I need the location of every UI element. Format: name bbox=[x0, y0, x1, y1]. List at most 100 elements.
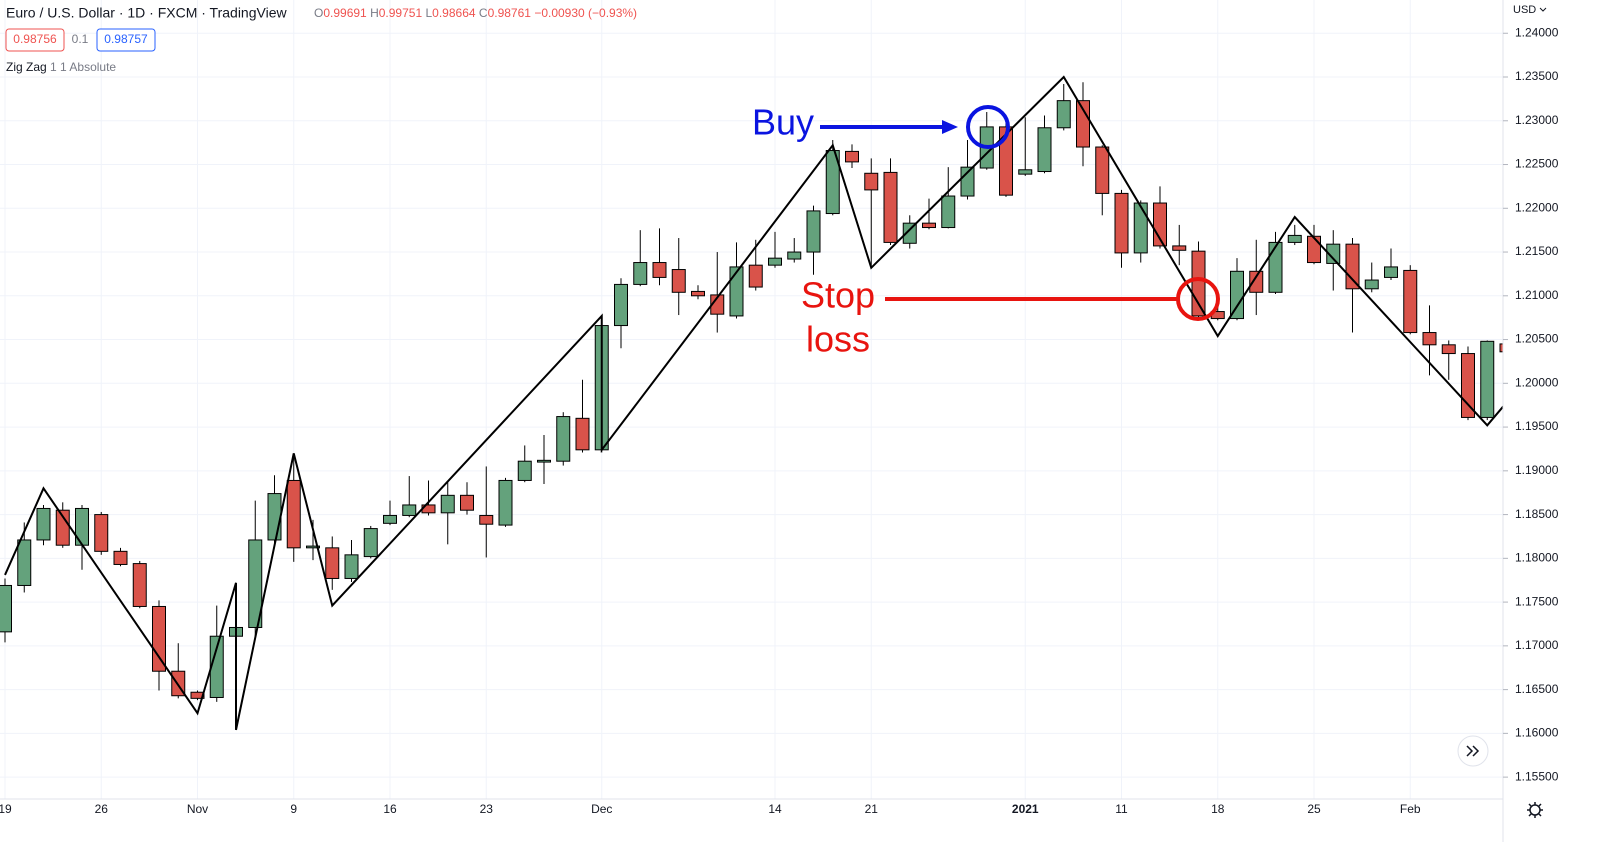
y-tick-label: 1.21500 bbox=[1515, 244, 1559, 258]
ohlc-value: 0.98761 bbox=[488, 6, 532, 20]
sell-button[interactable]: 0.98756 bbox=[5, 28, 65, 52]
y-tick-label: 1.15500 bbox=[1515, 769, 1559, 783]
candle-body bbox=[498, 479, 513, 526]
buy-annotation: Buy bbox=[752, 102, 1010, 149]
buy-button[interactable]: 0.98757 bbox=[96, 28, 156, 52]
candle-body bbox=[440, 494, 455, 514]
y-tick-label: 1.19500 bbox=[1515, 419, 1559, 433]
buy-box[interactable] bbox=[96, 28, 156, 52]
ohlc-value: 0.99751 bbox=[379, 6, 423, 20]
candle-body bbox=[691, 290, 705, 297]
candle-body bbox=[1345, 243, 1360, 290]
x-tick-label: 23 bbox=[480, 802, 494, 816]
stop-label: Stop bbox=[801, 275, 875, 316]
ohlc-label: O bbox=[314, 6, 323, 20]
x-tick-label: 16 bbox=[383, 802, 397, 816]
candle-body bbox=[1461, 353, 1475, 418]
candle-body bbox=[922, 222, 936, 229]
scroll-icon[interactable] bbox=[1466, 745, 1480, 757]
stop-label: loss bbox=[806, 319, 870, 360]
candle-body bbox=[825, 150, 840, 215]
candle-body bbox=[460, 494, 474, 511]
x-tick-label: 18 bbox=[1211, 802, 1225, 816]
scroll-button[interactable] bbox=[1457, 735, 1489, 767]
candle-body bbox=[575, 417, 590, 451]
x-tick-label: Nov bbox=[187, 802, 208, 816]
candle-body bbox=[1422, 332, 1437, 346]
ohlc-value: 0.99691 bbox=[323, 6, 367, 20]
buy-price[interactable]: 0.98757 bbox=[104, 32, 148, 46]
settings-teeth[interactable] bbox=[1527, 802, 1543, 818]
ohlc-label: H bbox=[370, 6, 379, 20]
plot bbox=[0, 75, 1514, 731]
y-tick-label: 1.18500 bbox=[1515, 507, 1559, 521]
sell-box[interactable] bbox=[5, 28, 65, 52]
candle-body bbox=[383, 514, 397, 524]
x-tick-label: Dec bbox=[591, 802, 612, 816]
candle-body bbox=[325, 547, 340, 579]
indicator-name: Zig Zag bbox=[6, 60, 47, 74]
candle-body bbox=[1403, 269, 1418, 334]
candle-body bbox=[402, 504, 417, 516]
candle-body bbox=[94, 514, 109, 552]
sell-price[interactable]: 0.98756 bbox=[13, 32, 57, 46]
candle-body bbox=[1095, 146, 1110, 194]
candle-body bbox=[267, 493, 282, 541]
x-tick-label: 19 bbox=[0, 802, 12, 816]
y-tick-label: 1.17000 bbox=[1515, 638, 1559, 652]
stop-annotation: Stop loss bbox=[801, 275, 1220, 360]
candle-body bbox=[1307, 235, 1321, 264]
candle-body bbox=[671, 269, 686, 293]
candle-body bbox=[479, 514, 494, 525]
currency-chevron[interactable] bbox=[1539, 7, 1547, 12]
candle-body bbox=[729, 266, 744, 317]
candle-body bbox=[1076, 100, 1090, 148]
y-tick-label: 1.24000 bbox=[1515, 25, 1559, 39]
currency[interactable]: USD bbox=[1513, 4, 1536, 16]
candle-body bbox=[1364, 279, 1379, 290]
candle-body bbox=[17, 539, 32, 586]
y-tick-label: 1.22500 bbox=[1515, 157, 1559, 171]
currency-menu[interactable]: USD bbox=[1513, 4, 1547, 16]
settings-button[interactable] bbox=[1527, 802, 1543, 818]
candle-body bbox=[1287, 234, 1302, 243]
candle-body bbox=[1018, 169, 1033, 175]
x-tick-label: 11 bbox=[1115, 802, 1128, 816]
ohlc-label: L bbox=[425, 6, 432, 20]
candle-body bbox=[652, 262, 667, 278]
change: −0.00930 (−0.93%) bbox=[534, 6, 637, 20]
candle-body bbox=[306, 545, 320, 549]
spread: 0.1 bbox=[72, 32, 89, 46]
candle-body bbox=[1191, 250, 1206, 317]
candle-body bbox=[36, 507, 51, 541]
candle-body bbox=[883, 171, 898, 243]
y-tick-label: 1.18000 bbox=[1515, 551, 1559, 565]
candle-body bbox=[1480, 340, 1495, 418]
candle-body bbox=[1037, 127, 1052, 173]
candle-body bbox=[1249, 270, 1264, 293]
candle-body bbox=[286, 479, 301, 549]
candle-body bbox=[748, 264, 763, 288]
y-tick-label: 1.23000 bbox=[1515, 113, 1559, 127]
buy-circle bbox=[966, 105, 1010, 149]
candle-body bbox=[1056, 100, 1071, 129]
y-tick-label: 1.16000 bbox=[1515, 726, 1559, 740]
candle-body bbox=[902, 222, 917, 244]
candle-body bbox=[556, 416, 571, 462]
y-tick-label: 1.21000 bbox=[1515, 288, 1559, 302]
candle-body bbox=[0, 584, 12, 633]
candle-body bbox=[1133, 202, 1148, 254]
candle-body bbox=[1441, 344, 1456, 355]
candle-body bbox=[190, 691, 205, 699]
y-tick-label: 1.22000 bbox=[1515, 200, 1559, 214]
candle-body bbox=[132, 563, 147, 607]
ohlc-label: C bbox=[479, 6, 488, 20]
candle-body bbox=[1326, 243, 1341, 264]
candle-body bbox=[768, 257, 782, 266]
stop-circle bbox=[1176, 277, 1220, 321]
ohlc-value: 0.98664 bbox=[432, 6, 476, 20]
candle-body bbox=[363, 528, 378, 558]
